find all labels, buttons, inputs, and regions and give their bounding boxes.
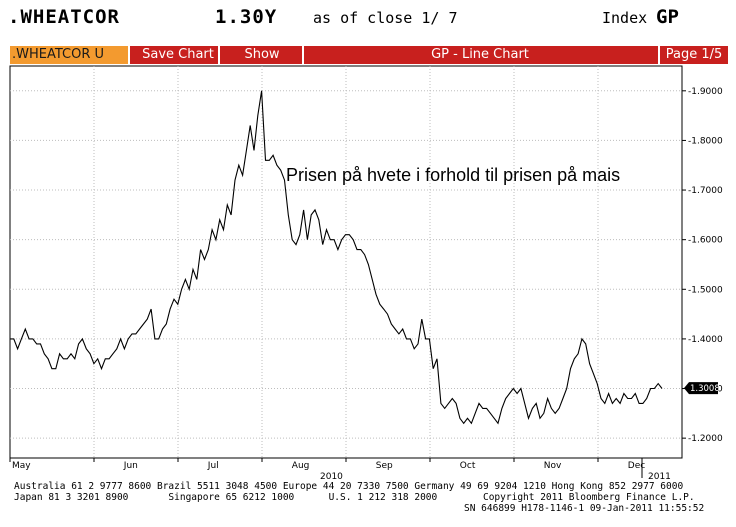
save-chart-button[interactable]: Save Chart (138, 46, 220, 64)
last-value-box (684, 382, 718, 395)
x-tick-label: Oct (460, 461, 476, 471)
chart-annotation: Prisen på hvete i forhold til prisen på … (286, 165, 620, 185)
y-tick-label: -1.6000 (688, 236, 723, 246)
ratio-value: 1.30Y (215, 6, 278, 28)
security-field[interactable]: .WHEATCOR U IND (10, 46, 130, 80)
x-tick-label: Aug (292, 461, 310, 471)
footer-line-1: Australia 61 2 9777 8600 Brazil 5511 304… (14, 481, 684, 492)
y-tick-label: -1.5000 (688, 285, 723, 295)
x-tick-label: Nov (544, 461, 562, 471)
x-tick-label: Sep (376, 461, 393, 471)
last-value-marker: 1.3008 (684, 382, 720, 395)
footer-line-2: Japan 81 3 3201 8900 Singapore 65 6212 1… (14, 492, 695, 503)
header-bar: .WHEATCOR 1.30Y as of close 1/ 7 Index G… (0, 4, 736, 30)
chart-title: GP - Line Chart (431, 47, 529, 62)
year-label: 2011 (648, 472, 671, 480)
gridlines (9, 66, 686, 478)
as-of-date: as of close 1/ 7 (313, 9, 458, 27)
y-tick-label: -1.8000 (688, 136, 723, 146)
line-chart: May Jun Jul Aug Sep Oct Nov Dec 2010 2011 -1.9000… (9, 65, 723, 480)
footer-line-3: SN 646899 H178-1146-1 09-Jan-2011 11:55:… (464, 503, 705, 514)
x-tick-label: Jul (207, 461, 219, 471)
index-label: Index (602, 9, 648, 27)
show-button[interactable]: Show (222, 46, 304, 64)
y-tick-label: -1.9000 (688, 87, 723, 97)
index-function: GP (656, 6, 679, 28)
y-tick-label: -1.4000 (688, 335, 723, 345)
y-tick-label: -1.2000 (688, 434, 723, 444)
x-tick-label: May (12, 461, 31, 471)
last-value-label: 1.3008 (690, 384, 720, 394)
x-tick-label: Jun (123, 461, 138, 471)
x-tick-label: Dec (628, 461, 645, 471)
year-label: 2010 (320, 472, 343, 480)
price-ratio-series (10, 90, 663, 425)
ticker-symbol: .WHEATCOR (8, 6, 120, 28)
y-tick-label: -1.7000 (688, 186, 723, 196)
chart-toolbar: .WHEATCOR U IND Save Chart Show GP - Lin… (10, 46, 728, 80)
x-axis-labels: May Jun Jul Aug Sep Oct Nov Dec 2010 2011 (12, 461, 671, 480)
page-indicator[interactable]: Page 1/5 (658, 46, 728, 64)
